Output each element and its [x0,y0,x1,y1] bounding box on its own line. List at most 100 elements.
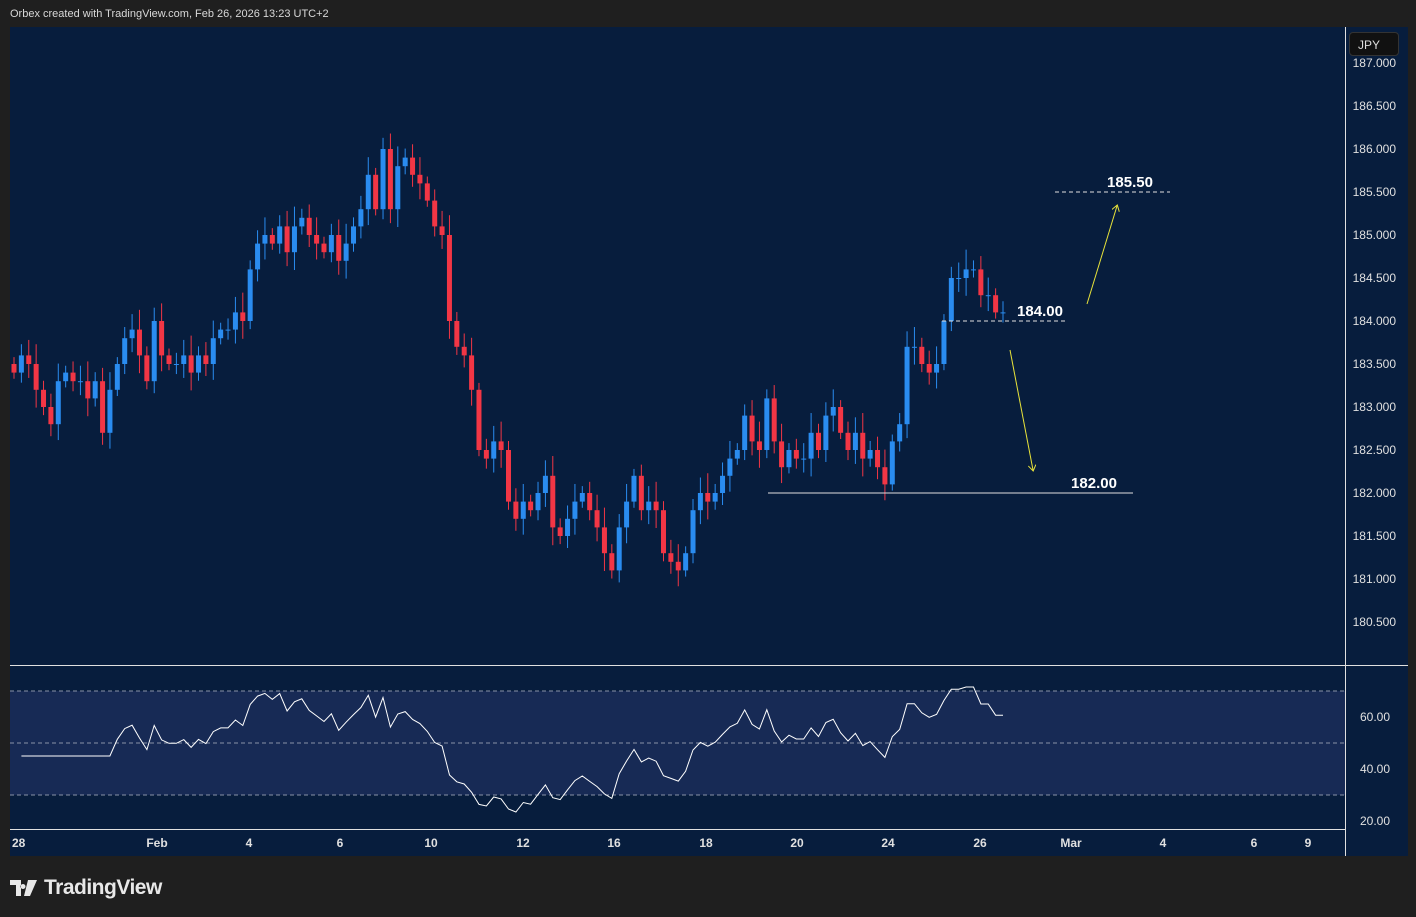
candle-body [255,243,261,270]
candles [11,133,1006,587]
candle-body [410,157,416,175]
time-tick: 20 [790,836,804,850]
candle-body [491,441,497,459]
candle-body [402,157,408,167]
tradingview-logo-icon [10,880,37,896]
candle-body [845,432,851,450]
candle-body [993,295,999,313]
candle-body [203,355,209,364]
candle-body [668,553,674,562]
candle-body [144,355,150,382]
candle-body [830,407,836,416]
candle-body [638,475,644,511]
chart-attribution: Orbex created with TradingView.com, Feb … [10,8,329,20]
arrow-down [1009,349,1033,470]
price-tick: 184.000 [1353,314,1397,328]
candle-body [646,501,652,511]
candle-body [240,312,246,321]
candle-body [557,527,563,536]
candle-body [697,493,703,511]
rsi-line [21,686,1003,813]
candle-body [321,243,327,253]
candle-body [314,235,320,244]
candle-body [660,510,666,554]
price-tick: 182.000 [1353,486,1397,500]
candle-body [365,174,371,210]
candle-body [513,501,519,519]
candle-body [616,527,622,571]
time-tick: 6 [1251,836,1258,850]
price-tick: 187.000 [1353,56,1397,70]
candle-body [911,346,917,348]
price-chart[interactable]: 185.50 184.00 182.00 187.000 186.500 186.000… [0,0,1416,870]
candle-body [247,269,253,321]
candle-body [690,510,696,554]
time-tick: 28 [12,836,26,850]
candle-body [948,278,954,321]
candle-body [609,553,615,571]
price-tick: 185.000 [1353,228,1397,242]
candle-body [483,450,489,459]
candle-body [734,450,740,459]
candle-body [387,149,393,210]
candle-body [159,321,165,356]
price-tick: 183.000 [1353,400,1397,414]
candle-body [469,355,475,390]
candle-body [779,441,785,468]
candle-body [875,450,881,468]
price-tick: 182.500 [1353,443,1397,457]
candle-body [92,381,98,399]
currency-button[interactable]: JPY [1349,32,1399,56]
level-label: 185.50 [1107,174,1153,191]
candle-body [808,432,814,459]
candle-body [454,321,460,347]
candle-body [624,501,630,528]
rsi-tick: 60.00 [1360,710,1390,724]
candle-body [417,174,423,184]
price-tick: 185.500 [1353,185,1397,199]
candle-body [11,364,17,373]
price-tick: 183.500 [1353,357,1397,371]
candle-body [793,450,799,459]
candle-body [63,372,69,382]
time-tick: 16 [607,836,621,850]
time-tick: 18 [699,836,713,850]
candle-body [771,398,777,442]
price-tick: 180.500 [1353,615,1397,629]
candle-body [476,389,482,450]
candle-body [188,355,194,373]
candle-body [579,493,585,502]
candle-body [291,226,297,253]
candle-body [882,467,888,485]
candle-body [33,364,39,390]
candle-body [284,226,290,253]
time-tick: 26 [973,836,987,850]
candle-body [343,243,349,261]
candle-body [122,338,128,364]
candle-body [675,561,681,571]
candle-body [594,510,600,528]
candle-body [565,518,571,536]
level-label: 184.00 [1017,303,1063,320]
candle-body [756,441,762,450]
candle-body [904,346,910,425]
candle-body [129,329,135,339]
time-tick: 12 [516,836,530,850]
candle-body [48,407,54,425]
candle-body [395,166,401,210]
candle-body [351,226,357,244]
candle-body [358,209,364,227]
candle-body [100,381,106,433]
candle-body [926,364,932,373]
candle-body [535,493,541,511]
candle-body [328,235,334,253]
time-tick: Mar [1060,836,1082,850]
time-tick: 6 [337,836,344,850]
candle-body [815,432,821,450]
price-tick: 181.500 [1353,529,1397,543]
candle-body [572,501,578,519]
candle-body [232,312,238,330]
time-tick: 10 [424,836,438,850]
candle-body [852,432,858,450]
price-tick: 184.500 [1353,271,1397,285]
